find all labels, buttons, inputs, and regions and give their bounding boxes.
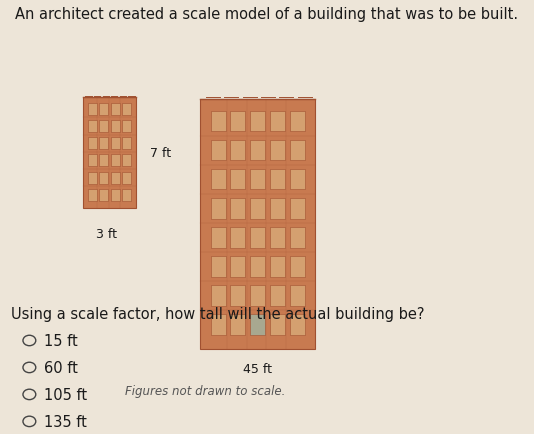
Bar <box>99 189 108 201</box>
Bar <box>270 315 285 335</box>
Bar <box>230 170 246 190</box>
Text: Using a scale factor, how tall will the actual building be?: Using a scale factor, how tall will the … <box>11 306 424 321</box>
Text: 135 ft: 135 ft <box>44 414 87 429</box>
Bar <box>88 138 97 150</box>
Bar <box>230 199 246 219</box>
Bar <box>88 189 97 201</box>
Text: 45 ft: 45 ft <box>243 362 272 375</box>
Bar <box>88 155 97 167</box>
Circle shape <box>23 416 36 427</box>
Bar <box>230 228 246 248</box>
Bar <box>230 141 246 161</box>
Bar <box>210 112 226 132</box>
Bar <box>88 104 97 115</box>
Bar <box>111 138 120 150</box>
Bar <box>99 155 108 167</box>
Bar <box>210 286 226 306</box>
Bar <box>289 256 305 277</box>
Bar <box>99 172 108 184</box>
Bar <box>230 315 246 335</box>
Bar <box>210 315 226 335</box>
Bar <box>210 141 226 161</box>
Bar <box>111 189 120 201</box>
Bar <box>289 286 305 306</box>
Bar <box>289 199 305 219</box>
Bar <box>289 170 305 190</box>
Bar <box>122 155 131 167</box>
Bar <box>289 228 305 248</box>
Bar <box>270 256 285 277</box>
Bar <box>111 155 120 167</box>
Circle shape <box>23 335 36 346</box>
Bar <box>270 199 285 219</box>
Text: Figures not drawn to scale.: Figures not drawn to scale. <box>125 384 286 397</box>
Bar <box>289 112 305 132</box>
Bar <box>111 104 120 115</box>
Bar <box>99 138 108 150</box>
Bar <box>289 141 305 161</box>
Bar <box>270 228 285 248</box>
Bar <box>250 112 265 132</box>
Bar <box>270 112 285 132</box>
Bar <box>270 141 285 161</box>
Bar <box>250 170 265 190</box>
Bar <box>200 100 315 349</box>
Bar <box>250 199 265 219</box>
Bar <box>210 228 226 248</box>
Bar <box>122 138 131 150</box>
Text: 60 ft: 60 ft <box>44 360 78 375</box>
Text: 7 ft: 7 ft <box>150 147 171 159</box>
Bar <box>88 172 97 184</box>
Bar <box>99 104 108 115</box>
Text: 15 ft: 15 ft <box>44 333 78 348</box>
Bar <box>99 121 108 133</box>
Bar <box>250 315 265 335</box>
Bar <box>83 98 136 208</box>
Bar <box>210 199 226 219</box>
Bar <box>230 112 246 132</box>
Bar <box>210 256 226 277</box>
Circle shape <box>23 389 36 400</box>
Text: 3 ft: 3 ft <box>96 228 117 241</box>
Bar <box>122 172 131 184</box>
Bar <box>250 256 265 277</box>
Text: 105 ft: 105 ft <box>44 387 88 402</box>
Bar <box>289 315 305 335</box>
Bar <box>111 121 120 133</box>
Text: An architect created a scale model of a building that was to be built.: An architect created a scale model of a … <box>15 7 519 21</box>
Bar <box>122 104 131 115</box>
Bar <box>270 170 285 190</box>
Bar <box>210 170 226 190</box>
Bar <box>270 286 285 306</box>
Bar <box>250 286 265 306</box>
Bar <box>230 256 246 277</box>
Bar <box>250 141 265 161</box>
Bar <box>122 189 131 201</box>
Bar <box>122 121 131 133</box>
Bar <box>250 228 265 248</box>
Bar <box>111 172 120 184</box>
Bar <box>88 121 97 133</box>
Circle shape <box>23 362 36 373</box>
Bar <box>230 286 246 306</box>
